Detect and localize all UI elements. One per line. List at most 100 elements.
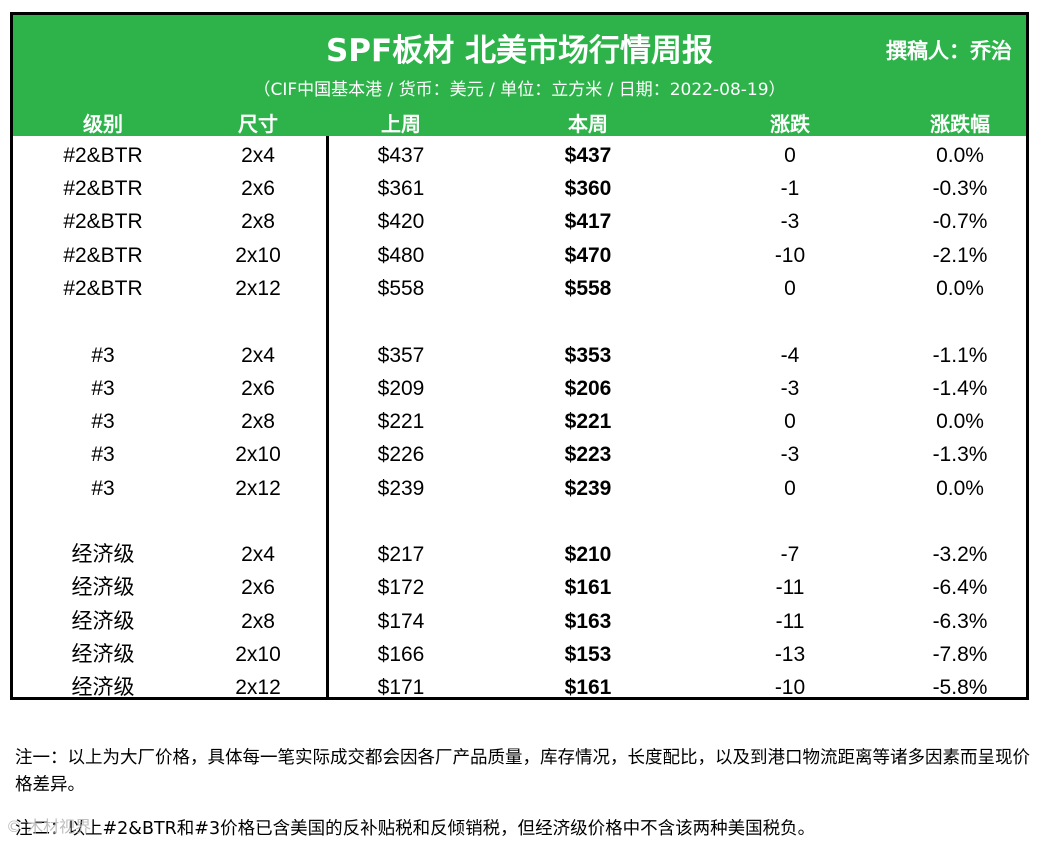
cell-last-week: $437 [377, 144, 425, 167]
cell-change: 0 [784, 410, 796, 433]
table-row: 经济级 2x10 $166 $153 -13 -7.8% [13, 638, 1026, 671]
cell-change-pct: -6.3% [932, 610, 988, 633]
cell-change-pct: -1.3% [932, 443, 988, 466]
cell-change: -4 [780, 344, 800, 367]
price-report-table: SPF板材 北美市场行情周报 撰稿人：乔治 （CIF中国基本港 / 货币：美元 … [10, 12, 1029, 700]
cell-grade: 经济级 [71, 543, 135, 566]
cell-this-week: $221 [564, 410, 612, 433]
cell-last-week: $221 [377, 410, 425, 433]
cell-grade: #3 [91, 477, 115, 500]
report-header: SPF板材 北美市场行情周报 撰稿人：乔治 （CIF中国基本港 / 货币：美元 … [13, 15, 1026, 136]
cell-change: -3 [780, 443, 800, 466]
report-author: 撰稿人：乔治 [886, 39, 1012, 63]
cell-this-week: $223 [564, 443, 612, 466]
cell-size: 2x10 [235, 244, 281, 267]
cell-this-week: $210 [564, 543, 612, 566]
column-divider [326, 136, 329, 700]
cell-change-pct: -7.8% [932, 643, 988, 666]
cell-change: -1 [780, 177, 800, 200]
table-row: #2&BTR 2x4 $437 $437 0 0.0% [13, 139, 1026, 172]
table-row: #2&BTR 2x12 $558 $558 0 0.0% [13, 272, 1026, 305]
cell-size: 2x4 [241, 543, 275, 566]
cell-change-pct: -3.2% [932, 543, 988, 566]
cell-last-week: $226 [377, 443, 425, 466]
cell-size: 2x4 [241, 144, 275, 167]
cell-size: 2x6 [241, 377, 275, 400]
cell-last-week: $172 [377, 576, 425, 599]
cell-change-pct: 0.0% [936, 277, 984, 300]
cell-this-week: $239 [564, 477, 612, 500]
cell-this-week: $161 [564, 576, 612, 599]
cell-last-week: $420 [377, 210, 425, 233]
cell-grade: 经济级 [71, 643, 135, 666]
cell-change: 0 [784, 144, 796, 167]
cell-last-week: $171 [377, 676, 425, 699]
cell-grade: #2&BTR [63, 244, 143, 267]
cell-grade: #2&BTR [63, 210, 143, 233]
cell-size: 2x8 [241, 210, 275, 233]
cell-last-week: $209 [377, 377, 425, 400]
cell-change: -13 [774, 643, 806, 666]
cell-this-week: $470 [564, 244, 612, 267]
cell-size: 2x8 [241, 610, 275, 633]
cell-grade: #2&BTR [63, 277, 143, 300]
cell-change-pct: -0.3% [932, 177, 988, 200]
table-row: #3 2x8 $221 $221 0 0.0% [13, 405, 1026, 438]
cell-grade: 经济级 [71, 610, 135, 633]
table-row: #3 2x6 $209 $206 -3 -1.4% [13, 372, 1026, 405]
cell-grade: #3 [91, 443, 115, 466]
column-header-change: 涨跌 [770, 112, 810, 136]
cell-change-pct: 0.0% [936, 477, 984, 500]
cell-grade: #3 [91, 344, 115, 367]
cell-size: 2x6 [241, 576, 275, 599]
cell-size: 2x10 [235, 643, 281, 666]
cell-this-week: $161 [564, 676, 612, 699]
table-row: #3 2x4 $357 $353 -4 -1.1% [13, 339, 1026, 372]
cell-size: 2x10 [235, 443, 281, 466]
table-row: #2&BTR 2x10 $480 $470 -10 -2.1% [13, 239, 1026, 272]
column-header-grade: 级别 [83, 112, 123, 136]
cell-change-pct: -6.4% [932, 576, 988, 599]
table-row: 经济级 2x6 $172 $161 -11 -6.4% [13, 571, 1026, 604]
cell-change: -3 [780, 377, 800, 400]
cell-change-pct: -2.1% [932, 244, 988, 267]
column-header-last-week: 上周 [381, 112, 421, 136]
report-subtitle: （CIF中国基本港 / 货币：美元 / 单位：立方米 / 日期：2022-08-… [253, 80, 786, 100]
cell-change-pct: 0.0% [936, 410, 984, 433]
cell-change: 0 [784, 477, 796, 500]
cell-grade: 经济级 [71, 576, 135, 599]
cell-last-week: $174 [377, 610, 425, 633]
cell-change-pct: -1.1% [932, 344, 988, 367]
table-row: 经济级 2x12 $171 $161 -10 -5.8% [13, 671, 1026, 704]
cell-this-week: $206 [564, 377, 612, 400]
column-header-size: 尺寸 [238, 112, 278, 136]
cell-last-week: $558 [377, 277, 425, 300]
cell-grade: #2&BTR [63, 177, 143, 200]
cell-size: 2x12 [235, 477, 281, 500]
table-row: #3 2x12 $239 $239 0 0.0% [13, 472, 1026, 505]
cell-change-pct: -1.4% [932, 377, 988, 400]
cell-this-week: $163 [564, 610, 612, 633]
table-row: 经济级 2x8 $174 $163 -11 -6.3% [13, 605, 1026, 638]
note-1: 注一：以上为大厂价格，具体每一笔实际成交都会因各厂产品质量，库存情况，长度配比，… [15, 748, 1030, 795]
cell-last-week: $239 [377, 477, 425, 500]
table-row: 经济级 2x4 $217 $210 -7 -3.2% [13, 538, 1026, 571]
cell-change: 0 [784, 277, 796, 300]
cell-change: -10 [774, 676, 806, 699]
cell-this-week: $360 [564, 177, 612, 200]
cell-size: 2x12 [235, 676, 281, 699]
table-row: #2&BTR 2x6 $361 $360 -1 -0.3% [13, 172, 1026, 205]
column-header-change-pct: 涨跌幅 [930, 112, 990, 136]
cell-last-week: $217 [377, 543, 425, 566]
cell-last-week: $166 [377, 643, 425, 666]
table-row: #2&BTR 2x8 $420 $417 -3 -0.7% [13, 205, 1026, 238]
column-header-this-week: 本周 [568, 112, 608, 136]
cell-size: 2x8 [241, 410, 275, 433]
note-2: 注二：以上#2&BTR和#3价格已含美国的反补贴税和反倾销税，但经济级价格中不含… [15, 819, 816, 839]
cell-this-week: $417 [564, 210, 612, 233]
cell-this-week: $353 [564, 344, 612, 367]
cell-size: 2x4 [241, 344, 275, 367]
cell-last-week: $357 [377, 344, 425, 367]
cell-change: -11 [775, 576, 805, 599]
cell-this-week: $153 [564, 643, 612, 666]
